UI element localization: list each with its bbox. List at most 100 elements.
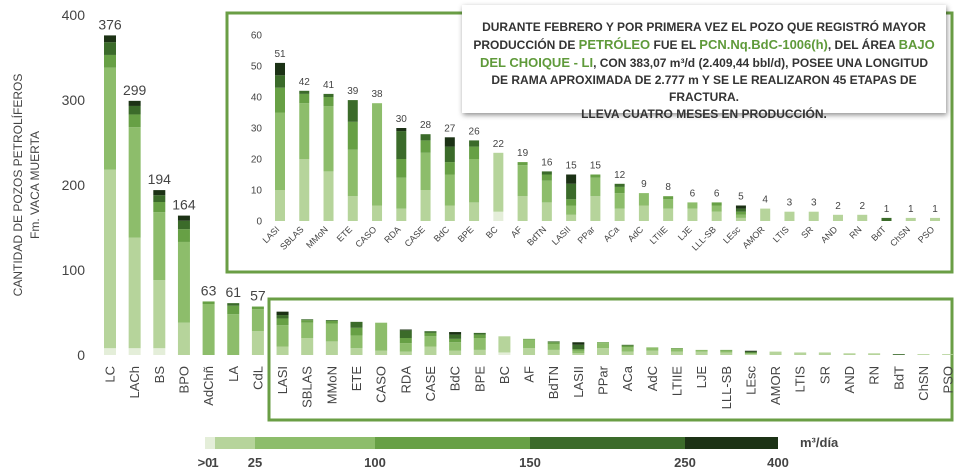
bar-segment: [350, 348, 363, 355]
x-tick-label: AMOR: [740, 224, 767, 251]
bar-segment: [523, 348, 536, 355]
bar-segment: [720, 350, 733, 353]
bar-segment: [744, 353, 757, 355]
bar-segment: [449, 350, 462, 355]
y-tick-label: 40: [251, 93, 263, 104]
total-label: 2: [859, 201, 865, 212]
bar-segment: [663, 199, 674, 209]
bar-segment: [104, 348, 116, 355]
total-label: 28: [420, 120, 432, 131]
legend-swatch: [255, 437, 375, 449]
annotation-highlight: PCN.Nq.BdC-1006(h): [699, 37, 828, 52]
bar-segment: [153, 212, 166, 281]
bar-segment: [275, 112, 285, 190]
bar-segment: [177, 229, 190, 242]
x-tick-label: PSO: [916, 224, 937, 245]
bar-segment: [517, 165, 528, 197]
bar-segment: [424, 336, 437, 347]
legend-tick-label: 100: [364, 455, 386, 470]
bar-segment: [301, 320, 314, 323]
bar-segment: [614, 208, 625, 221]
legend-tick-label: 250: [674, 455, 696, 470]
bar-segment: [347, 121, 358, 150]
bar-segment: [177, 241, 190, 323]
total-label: 39: [347, 86, 359, 97]
x-tick-label: LASII: [571, 366, 586, 398]
bar-segment: [517, 162, 528, 166]
x-tick-label: LEsc: [721, 224, 743, 246]
y-tick-label: 400: [62, 7, 86, 23]
bar-segment: [881, 217, 892, 221]
total-label: 41: [323, 80, 335, 91]
x-tick-label: LJE: [676, 224, 694, 242]
x-tick-label: MMoN: [324, 366, 339, 404]
bar-segment: [735, 205, 746, 209]
bar-segment: [444, 205, 455, 221]
bar-segment: [128, 105, 141, 115]
bar-segment: [638, 205, 649, 221]
x-tick-label: RN: [847, 224, 863, 240]
y-tick-label: 200: [62, 177, 86, 193]
x-tick-label: ETE: [335, 224, 354, 243]
bar-segment: [720, 352, 733, 355]
bar-segment: [420, 140, 431, 153]
bar-segment: [323, 171, 334, 221]
bar-segment: [735, 211, 746, 215]
y-axis-title: CANTIDAD DE POZOS PETROLÍFEROS: [10, 74, 25, 297]
bar-segment: [469, 146, 480, 159]
legend-tick-label: 1: [211, 455, 218, 470]
bar-segment: [687, 208, 698, 221]
bar-segment: [892, 354, 905, 355]
y-tick-label: 50: [251, 62, 263, 73]
bar-segment: [735, 217, 746, 221]
bar-segment: [299, 90, 310, 94]
bar-segment: [769, 351, 782, 355]
x-tick-label: ChSN: [888, 224, 912, 248]
bar-segment: [104, 169, 116, 349]
bar-segment: [590, 174, 601, 178]
total-label: 38: [371, 89, 383, 100]
bar-segment: [375, 322, 388, 351]
bar-segment: [350, 335, 363, 349]
total-label: 51: [274, 49, 286, 60]
bar-segment: [424, 332, 437, 337]
x-tick-label: LACh: [127, 366, 142, 399]
bar-segment: [444, 162, 455, 175]
bar-segment: [202, 301, 215, 304]
bar-segment: [498, 336, 511, 353]
bar-segment: [275, 62, 285, 76]
x-tick-label: CASE: [423, 366, 438, 402]
bar-segment: [744, 354, 757, 355]
bar-segment: [275, 87, 285, 113]
bar-segment: [498, 352, 511, 355]
bar-segment: [711, 211, 722, 221]
legend-tick-label: 150: [519, 455, 541, 470]
bar-segment: [547, 342, 560, 344]
bar-segment: [843, 353, 856, 355]
annotation-text: FUE EL: [650, 38, 700, 52]
bar-segment: [794, 352, 807, 355]
x-tick-label: AdChñ: [201, 366, 216, 406]
bar-segment: [251, 306, 264, 310]
y-tick-label: 30: [251, 124, 263, 135]
total-label: 3: [787, 198, 793, 209]
bar-segment: [523, 338, 536, 340]
total-label: 2: [835, 201, 841, 212]
bar-segment: [541, 180, 552, 203]
total-label: 4: [762, 195, 768, 206]
x-tick-label: SBLAS: [300, 366, 315, 408]
bar-segment: [572, 350, 585, 354]
bar-segment: [868, 353, 881, 355]
legend-tick-label: >0: [198, 455, 213, 470]
bar-segment: [202, 304, 215, 355]
bar-segment: [399, 343, 412, 352]
bar-segment: [695, 349, 708, 352]
x-tick-label: CdL: [250, 366, 265, 390]
bar-segment: [566, 205, 577, 215]
bar-segment: [735, 208, 746, 212]
x-tick-label: BdC: [448, 366, 463, 391]
legend-swatch: [530, 437, 685, 449]
bar-segment: [323, 93, 334, 97]
bar-segment: [227, 314, 240, 355]
x-tick-label: LLL-SB: [690, 224, 718, 252]
